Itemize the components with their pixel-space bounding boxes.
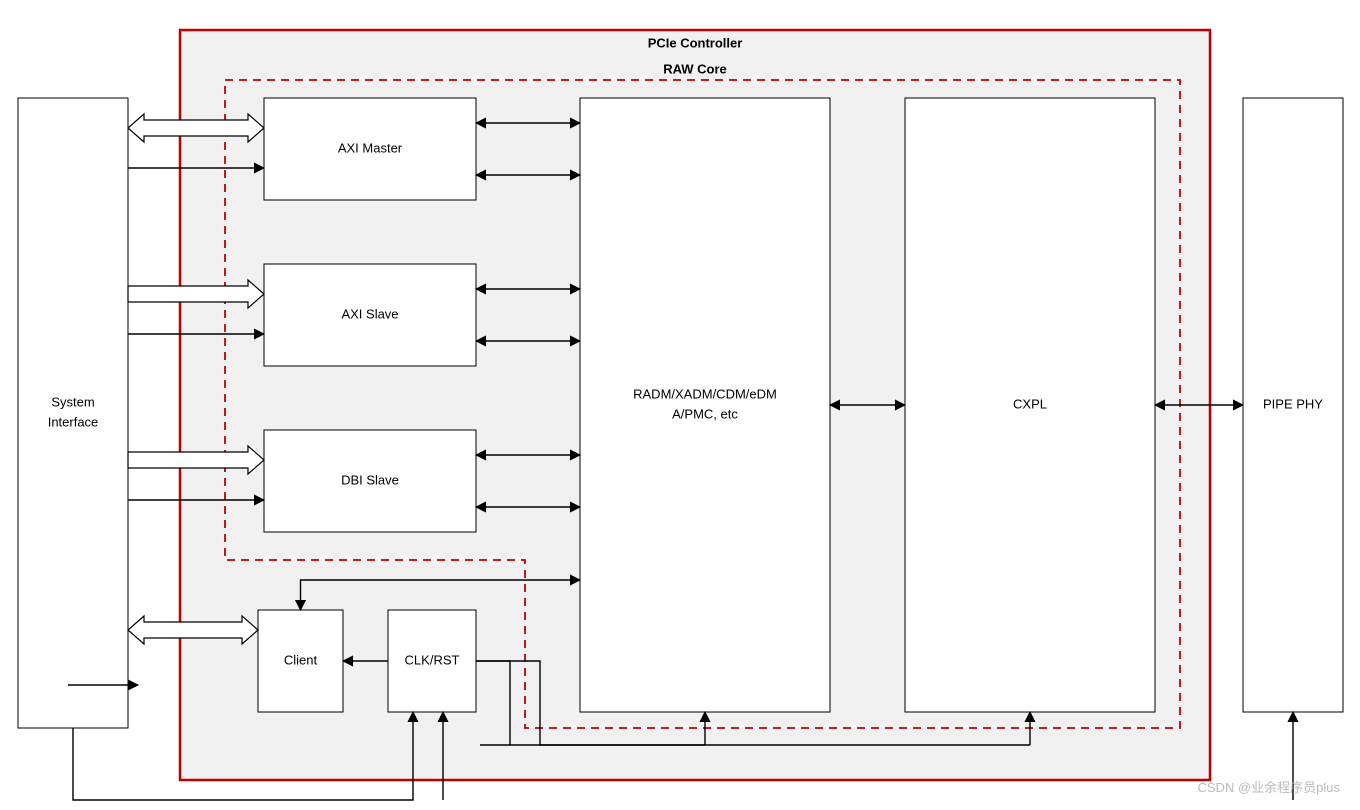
system-interface [18, 98, 128, 728]
svg-text:CLK/RST: CLK/RST [405, 652, 460, 667]
svg-text:AXI Master: AXI Master [338, 140, 403, 155]
svg-text:PCIe Controller: PCIe Controller [648, 35, 743, 50]
svg-text:DBI Slave: DBI Slave [341, 472, 399, 487]
svg-text:A/PMC, etc: A/PMC, etc [672, 406, 738, 421]
svg-text:Client: Client [284, 652, 318, 667]
svg-text:PIPE PHY: PIPE PHY [1263, 396, 1323, 411]
svg-text:RAW Core: RAW Core [663, 61, 727, 76]
radm-block [580, 98, 830, 712]
svg-text:CXPL: CXPL [1013, 396, 1047, 411]
watermark: CSDN @业余程序员plus [1198, 780, 1341, 795]
svg-text:AXI Slave: AXI Slave [341, 306, 398, 321]
svg-text:System: System [51, 394, 94, 409]
block-diagram: PCIe Controller RAW Core System Interface AX… [0, 0, 1360, 810]
svg-text:Interface: Interface [48, 414, 99, 429]
svg-text:RADM/XADM/CDM/eDM: RADM/XADM/CDM/eDM [633, 386, 777, 401]
